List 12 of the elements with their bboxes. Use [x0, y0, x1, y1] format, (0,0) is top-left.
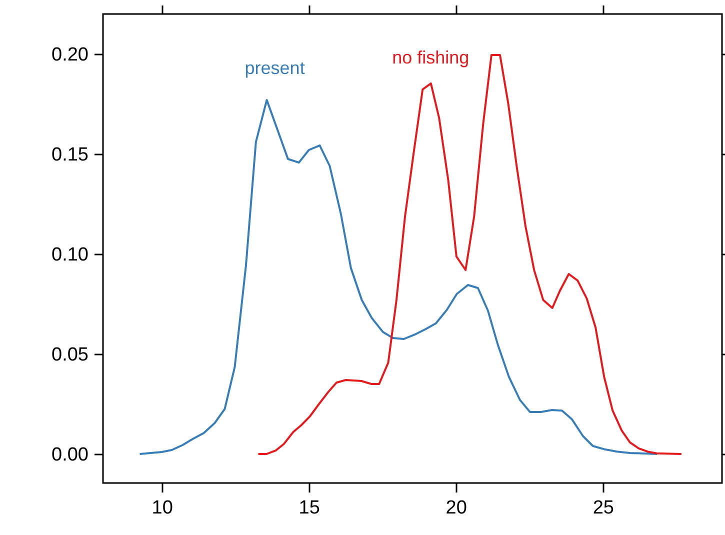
y-tick-label: 0.15 — [52, 144, 88, 166]
x-tick-label: 25 — [592, 498, 614, 518]
y-tick-label: 0.10 — [52, 244, 88, 266]
x-tick-label: 15 — [298, 498, 320, 518]
series-label: no fishing — [392, 47, 470, 68]
series-label: present — [244, 58, 305, 78]
y-tick-label: 0.00 — [52, 444, 88, 466]
y-tick-label: 0.20 — [52, 44, 88, 66]
y-tick-label: 0.05 — [52, 344, 88, 366]
x-tick-label: 10 — [152, 498, 173, 518]
x-tick-label: 20 — [446, 498, 467, 518]
line-series — [138, 99, 658, 455]
